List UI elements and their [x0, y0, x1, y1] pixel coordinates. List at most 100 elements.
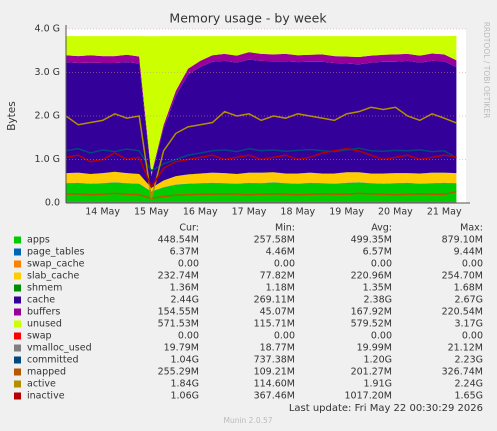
- footer: Last update: Fri May 22 00:30:29 2026: [289, 403, 483, 414]
- legend-label: cache: [27, 295, 55, 306]
- stats-value: 0.00: [274, 259, 295, 270]
- stats-value: 220.96M: [351, 271, 392, 282]
- legend-label: shmem: [27, 283, 62, 294]
- stats-value: 2.67G: [454, 295, 483, 306]
- stats-value: 115.71M: [254, 319, 295, 330]
- stats-header: Cur:: [179, 223, 199, 234]
- legend-label: mapped: [27, 367, 66, 378]
- stats-value: 1.36M: [170, 283, 199, 294]
- stats-value: 6.57M: [363, 247, 392, 258]
- stats-value: 9.44M: [454, 247, 483, 258]
- stats-value: 1.35M: [363, 283, 392, 294]
- stats-value: 1.18M: [266, 283, 295, 294]
- stats-value: 3.17G: [454, 319, 483, 330]
- legend-swatch: [14, 284, 21, 292]
- legend-swatch: [14, 332, 21, 340]
- legend-label: swap: [27, 331, 52, 342]
- stats-value: 367.46M: [254, 391, 295, 402]
- y-axis-label: Bytes: [6, 101, 18, 130]
- area: [66, 35, 457, 175]
- stats-header: Max:: [460, 223, 483, 234]
- stats-value: 45.07M: [260, 307, 295, 318]
- stats-value: 2.44G: [170, 295, 199, 306]
- y-tick-label: 1.0 G: [35, 154, 61, 165]
- stats-value: 571.53M: [158, 319, 199, 330]
- chart-title: Memory usage - by week: [169, 11, 327, 26]
- stats-value: 1.06G: [170, 391, 199, 402]
- side-text: RRDTOOL / TOBI OETIKER: [482, 22, 491, 119]
- stats-value: 499.35M: [351, 235, 392, 246]
- legend-swatch: [14, 392, 21, 400]
- stats-value: 77.82M: [260, 271, 295, 282]
- area: [66, 59, 457, 188]
- x-tick-label: 21 May: [427, 207, 462, 218]
- stats-value: 448.54M: [158, 235, 199, 246]
- stats-value: 0.00: [178, 259, 199, 270]
- legend-swatch: [14, 308, 21, 316]
- legend-swatch: [14, 356, 21, 364]
- stats-value: 1.91G: [363, 379, 392, 390]
- stats-value: 6.37M: [170, 247, 199, 258]
- legend-label: inactive: [27, 391, 65, 402]
- stats-value: 0.00: [462, 331, 483, 342]
- stats-header: Min:: [275, 223, 295, 234]
- legend-label: apps: [27, 235, 50, 246]
- stats-value: 0.00: [371, 259, 392, 270]
- y-tick-label: 0.0: [45, 198, 60, 209]
- legend-label: vmalloc_used: [27, 343, 92, 354]
- stats-value: 255.29M: [158, 367, 199, 378]
- legend-swatch: [14, 320, 21, 328]
- stats-value: 1.65G: [454, 391, 483, 402]
- legend-swatch: [14, 272, 21, 280]
- legend-swatch: [14, 296, 21, 304]
- stats-value: 254.70M: [442, 271, 483, 282]
- x-tick-label: 18 May: [280, 207, 315, 218]
- stats-value: 0.00: [178, 331, 199, 342]
- stats-value: 114.60M: [254, 379, 295, 390]
- stats-value: 0.00: [462, 259, 483, 270]
- stats-value: 154.55M: [158, 307, 199, 318]
- line: [65, 190, 457, 199]
- stats-value: 579.52M: [351, 319, 392, 330]
- legend-label: page_tables: [27, 247, 85, 258]
- x-tick-label: 15 May: [134, 207, 169, 218]
- legend-label: buffers: [27, 307, 60, 318]
- legend-label: slab_cache: [27, 271, 79, 282]
- stats-value: 879.10M: [442, 235, 483, 246]
- stats-value: 18.77M: [260, 343, 295, 354]
- area: [66, 182, 457, 192]
- legend-label: swap_cache: [27, 259, 85, 270]
- stats-value: 269.11M: [254, 295, 295, 306]
- stats-value: 1.04G: [170, 355, 199, 366]
- stats-value: 1.68M: [454, 283, 483, 294]
- stats-value: 0.00: [371, 331, 392, 342]
- stats-value: 326.74M: [442, 367, 483, 378]
- x-tick-label: 14 May: [85, 207, 120, 218]
- line: [65, 106, 457, 199]
- stats-value: 0.00: [274, 331, 295, 342]
- stats-value: 257.58M: [254, 235, 295, 246]
- area: [66, 171, 457, 192]
- x-tick-label: 17 May: [232, 207, 267, 218]
- credit: Munin 2.0.57: [223, 416, 272, 425]
- y-tick-label: 3.0 G: [35, 67, 61, 78]
- legend-swatch: [14, 368, 21, 376]
- stats-value: 109.21M: [254, 367, 295, 378]
- y-tick-label: 4.0 G: [35, 24, 61, 35]
- legend-swatch: [14, 248, 21, 256]
- stats-value: 21.12M: [448, 343, 483, 354]
- stats-value: 2.23G: [454, 355, 483, 366]
- y-tick-label: 2.0 G: [35, 111, 61, 122]
- stats-value: 2.24G: [454, 379, 483, 390]
- stats-value: 737.38M: [254, 355, 295, 366]
- x-tick-label: 19 May: [329, 207, 364, 218]
- stats-value: 19.79M: [164, 343, 199, 354]
- stats-header: Avg:: [371, 223, 392, 234]
- legend-swatch: [14, 344, 21, 352]
- stats-value: 220.54M: [442, 307, 483, 318]
- stats-value: 1.20G: [363, 355, 392, 366]
- legend-label: active: [27, 379, 56, 390]
- legend-swatch: [14, 236, 21, 244]
- x-tick-label: 20 May: [378, 207, 413, 218]
